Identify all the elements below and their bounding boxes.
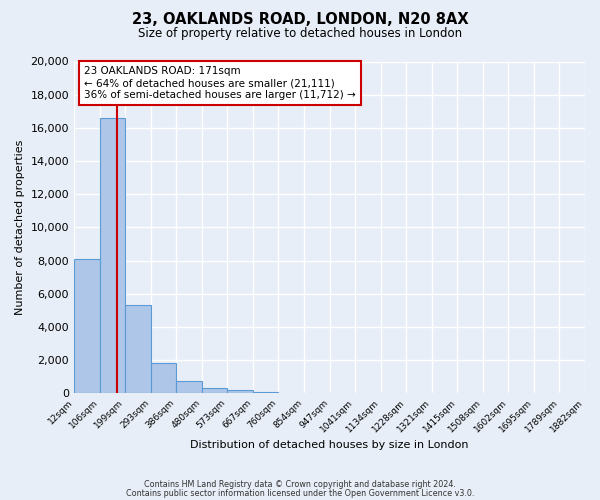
Y-axis label: Number of detached properties: Number of detached properties — [15, 140, 25, 315]
Bar — [125, 306, 151, 394]
Text: 23 OAKLANDS ROAD: 171sqm
← 64% of detached houses are smaller (21,111)
36% of se: 23 OAKLANDS ROAD: 171sqm ← 64% of detach… — [84, 66, 356, 100]
Bar — [202, 388, 227, 394]
Text: Contains public sector information licensed under the Open Government Licence v3: Contains public sector information licen… — [126, 489, 474, 498]
Bar — [74, 259, 100, 394]
Bar — [253, 392, 278, 394]
Bar — [176, 381, 202, 394]
Text: 23, OAKLANDS ROAD, LONDON, N20 8AX: 23, OAKLANDS ROAD, LONDON, N20 8AX — [131, 12, 469, 28]
Text: Contains HM Land Registry data © Crown copyright and database right 2024.: Contains HM Land Registry data © Crown c… — [144, 480, 456, 489]
Bar — [100, 118, 125, 394]
X-axis label: Distribution of detached houses by size in London: Distribution of detached houses by size … — [190, 440, 469, 450]
Text: Size of property relative to detached houses in London: Size of property relative to detached ho… — [138, 28, 462, 40]
Bar — [151, 363, 176, 394]
Bar — [227, 390, 253, 394]
